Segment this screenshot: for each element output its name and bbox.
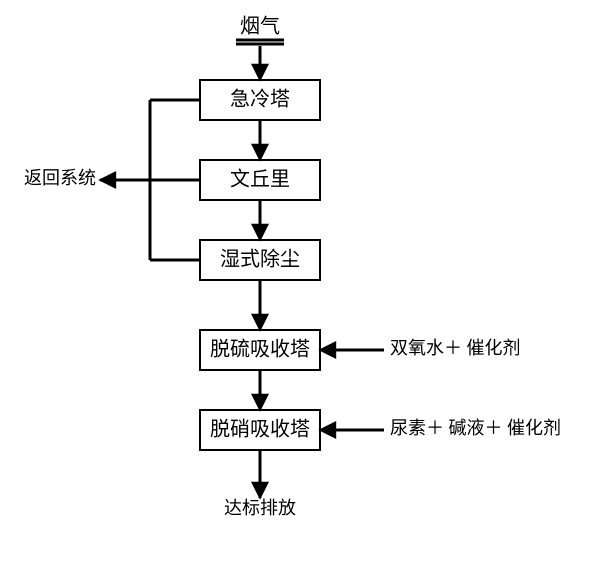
side-feed2: 尿素＋ 碱液＋ 催化剂 [390, 418, 561, 438]
plain-text: 达标排放 [224, 498, 296, 518]
flowchart: 烟气急冷塔文丘里湿式除尘脱硫吸收塔脱硝吸收塔达标排放 返回系统双氧水＋ 催化剂尿素… [0, 0, 600, 562]
node-label: 脱硝吸收塔 [210, 418, 310, 441]
node-label: 急冷塔 [230, 88, 290, 111]
node-n3: 湿式除尘 [200, 240, 320, 280]
input-label: 烟气 [236, 15, 284, 44]
node-n2: 文丘里 [200, 160, 320, 200]
node-n5: 脱硝吸收塔 [200, 410, 320, 450]
node-n1: 急冷塔 [200, 80, 320, 120]
node-n4: 脱硫吸收塔 [200, 330, 320, 370]
side-text: 尿素＋ 碱液＋ 催化剂 [390, 418, 561, 438]
side-text: 双氧水＋ 催化剂 [390, 338, 521, 358]
input-text: 烟气 [240, 15, 280, 38]
node-label: 湿式除尘 [220, 248, 300, 271]
text-return: 返回系统 [24, 168, 96, 188]
plain-text: 返回系统 [24, 168, 96, 188]
node-label: 脱硫吸收塔 [210, 338, 310, 361]
node-label: 文丘里 [230, 168, 290, 191]
side-feed1: 双氧水＋ 催化剂 [390, 338, 521, 358]
text-output: 达标排放 [224, 498, 296, 518]
